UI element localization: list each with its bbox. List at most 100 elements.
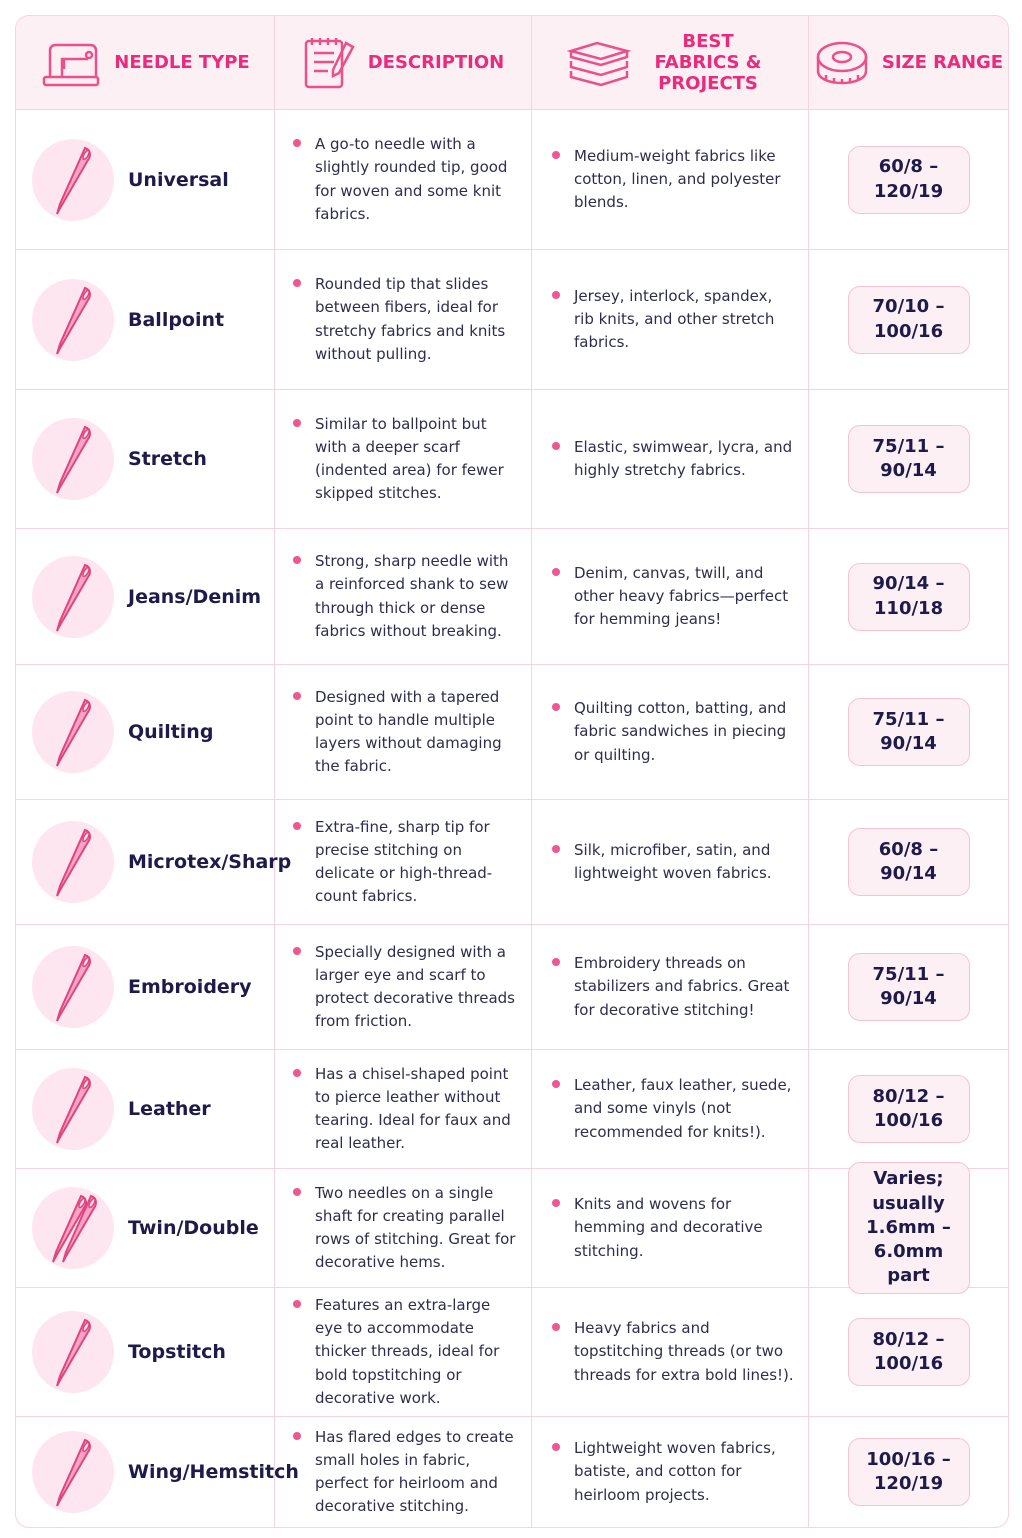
bullet bbox=[552, 1323, 560, 1332]
needle-icon-circle bbox=[32, 555, 114, 638]
needle-name: Embroidery bbox=[128, 976, 252, 998]
needle-cell: Microtex/Sharp bbox=[16, 800, 291, 924]
size-cell: 80/12 – 100/16 bbox=[809, 1050, 1008, 1168]
fabrics-text: Denim, canvas, twill, and other heavy fa… bbox=[574, 563, 789, 629]
bullet bbox=[552, 844, 560, 853]
bullet-item: Rounded tip that slides between fibers, … bbox=[275, 273, 531, 366]
description-text: Specially designed with a larger eye and… bbox=[315, 942, 515, 1031]
needle-name: Ballpoint bbox=[128, 308, 225, 331]
description-text: A go-to needle with a slightly rounded t… bbox=[315, 135, 508, 223]
bullet bbox=[552, 150, 560, 159]
header-cell: DESCRIPTION bbox=[275, 16, 532, 109]
bullet-item: Silk, microfiber, satin, and lightweight… bbox=[532, 839, 808, 886]
size-badge: Varies; usually 1.6mm – 6.0mm part bbox=[847, 1162, 970, 1294]
size-badge: 80/12 – 100/16 bbox=[847, 1075, 970, 1143]
table-row: Universal A go-to needle with a slightly … bbox=[16, 110, 1008, 250]
table-row: Ballpoint Rounded tip that slides between… bbox=[16, 250, 1008, 390]
sewing-machine-icon bbox=[43, 43, 100, 86]
needle-icon bbox=[56, 425, 91, 494]
description-cell: Strong, sharp needle with a reinforced s… bbox=[275, 529, 532, 664]
size-badge: 100/16 – 120/19 bbox=[847, 1438, 970, 1506]
table-header: NEEDLE TYPE DESCRIPTION BEST FABRICS & P… bbox=[16, 16, 1008, 110]
bullet-item: Medium-weight fabrics like cotton, linen… bbox=[532, 145, 808, 215]
needle-cell: Quilting bbox=[16, 665, 275, 799]
needle-name: Jeans/Denim bbox=[128, 585, 262, 608]
bullet bbox=[293, 279, 301, 287]
bullet-item: Extra-fine, sharp tip for precise stitch… bbox=[275, 816, 531, 909]
size-badge: 70/10 – 100/16 bbox=[847, 285, 970, 354]
needle-name: Quilting bbox=[128, 721, 214, 743]
bullet bbox=[552, 958, 560, 967]
size-badge: 75/11 – 90/14 bbox=[847, 698, 970, 766]
description-cell: Two needles on a single shaft for creati… bbox=[275, 1169, 532, 1287]
size-cell: 75/11 – 90/14 bbox=[809, 390, 1008, 528]
needle-name: Twin/Double bbox=[128, 1217, 259, 1239]
bullet-item: Leather, faux leather, suede, and some v… bbox=[532, 1074, 808, 1144]
description-text: Strong, sharp needle with a reinforced s… bbox=[315, 552, 509, 640]
fabric-stack-icon bbox=[567, 41, 631, 86]
bullet-item: Denim, canvas, twill, and other heavy fa… bbox=[532, 562, 808, 632]
bullet bbox=[293, 821, 301, 830]
size-cell: 75/11 – 90/14 bbox=[809, 925, 1008, 1049]
needle-cell: Ballpoint bbox=[16, 250, 275, 389]
size-badge: 75/11 – 90/14 bbox=[847, 953, 970, 1021]
table-row: Stretch Similar to ballpoint but with a d… bbox=[16, 390, 1008, 529]
needle-cell: Jeans/Denim bbox=[16, 529, 275, 664]
bullet bbox=[293, 139, 301, 147]
description-text: Features an extra-large eye to accommoda… bbox=[315, 1295, 500, 1407]
bullet-item: A go-to needle with a slightly rounded t… bbox=[275, 133, 531, 226]
table-row: Twin/Double Two needles on a single shaft… bbox=[16, 1162, 1008, 1294]
fabrics-text: Jersey, interlock, spandex, rib knits, a… bbox=[574, 286, 775, 352]
needle-icon bbox=[56, 1438, 91, 1507]
description-text: Has flared edges to create small holes i… bbox=[315, 1427, 514, 1516]
size-cell: 70/10 – 100/16 bbox=[809, 250, 1008, 389]
needle-icon-circle bbox=[32, 691, 114, 773]
size-badge: 75/11 – 90/14 bbox=[847, 425, 970, 493]
needle-icon bbox=[52, 1194, 97, 1263]
bullet-item: Quilting cotton, batting, and fabric san… bbox=[532, 697, 808, 767]
description-cell: Has a chisel-shaped point to pierce leat… bbox=[275, 1050, 532, 1168]
description-cell: A go-to needle with a slightly rounded t… bbox=[275, 110, 532, 249]
fabrics-text: Heavy fabrics and topstitching threads (… bbox=[574, 1319, 794, 1384]
header-label: BEST FABRICS & PROJECTS bbox=[654, 31, 762, 94]
needle-icon-circle bbox=[32, 1068, 114, 1150]
header-cell: SIZE RANGE bbox=[809, 16, 1008, 109]
bullet-item: Specially designed with a larger eye and… bbox=[275, 941, 531, 1034]
needle-table: NEEDLE TYPE DESCRIPTION BEST FABRICS & P… bbox=[15, 15, 1009, 1528]
needle-icon bbox=[56, 1075, 91, 1144]
needle-cell: Stretch bbox=[16, 390, 275, 528]
fabrics-text: Elastic, swimwear, lycra, and highly str… bbox=[574, 437, 793, 479]
description-cell: Features an extra-large eye to accommoda… bbox=[275, 1288, 532, 1416]
description-text: Rounded tip that slides between fibers, … bbox=[315, 275, 506, 363]
description-text: Designed with a tapered point to handle … bbox=[315, 687, 502, 776]
needle-cell: Leather bbox=[16, 1050, 275, 1168]
bullet bbox=[552, 441, 560, 450]
size-badge: 90/14 – 110/18 bbox=[847, 562, 970, 631]
table-row: Microtex/Sharp Extra-fine, sharp tip for … bbox=[16, 800, 1008, 925]
header-label: DESCRIPTION bbox=[367, 52, 505, 73]
table-row: Topstitch Features an extra-large eye to … bbox=[16, 1288, 1008, 1417]
needle-icon bbox=[56, 286, 91, 354]
bullet-item: Strong, sharp needle with a reinforced s… bbox=[275, 550, 531, 643]
bullet bbox=[552, 1443, 560, 1452]
fabrics-text: Medium-weight fabrics like cotton, linen… bbox=[574, 146, 781, 212]
fabrics-cell: Jersey, interlock, spandex, rib knits, a… bbox=[532, 250, 809, 389]
bullet-item: Features an extra-large eye to accommoda… bbox=[275, 1294, 531, 1410]
fabrics-text: Leather, faux leather, suede, and some v… bbox=[574, 1076, 792, 1141]
needle-icon-circle bbox=[32, 1187, 114, 1269]
needle-icon-circle bbox=[32, 278, 114, 361]
fabrics-cell: Lightweight woven fabrics, batiste, and … bbox=[532, 1417, 809, 1527]
size-cell: 80/12 – 100/16 bbox=[809, 1288, 1008, 1416]
needle-cell: Embroidery bbox=[16, 925, 275, 1049]
description-cell: Extra-fine, sharp tip for precise stitch… bbox=[275, 800, 532, 924]
description-cell: Similar to ballpoint but with a deeper s… bbox=[275, 390, 532, 528]
bullet-item: Two needles on a single shaft for creati… bbox=[275, 1182, 531, 1275]
fabrics-text: Silk, microfiber, satin, and lightweight… bbox=[574, 840, 772, 882]
needle-name: Wing/Hemstitch bbox=[128, 1461, 299, 1483]
fabrics-cell: Knits and wovens for hemming and decorat… bbox=[532, 1169, 809, 1287]
bullet bbox=[552, 1199, 560, 1208]
table-row: Jeans/Denim Strong, sharp needle with a r… bbox=[16, 529, 1008, 665]
needle-cell: Twin/Double bbox=[16, 1169, 275, 1287]
description-text: Similar to ballpoint but with a deeper s… bbox=[315, 414, 504, 503]
size-cell: 60/8 – 120/19 bbox=[809, 110, 1008, 249]
